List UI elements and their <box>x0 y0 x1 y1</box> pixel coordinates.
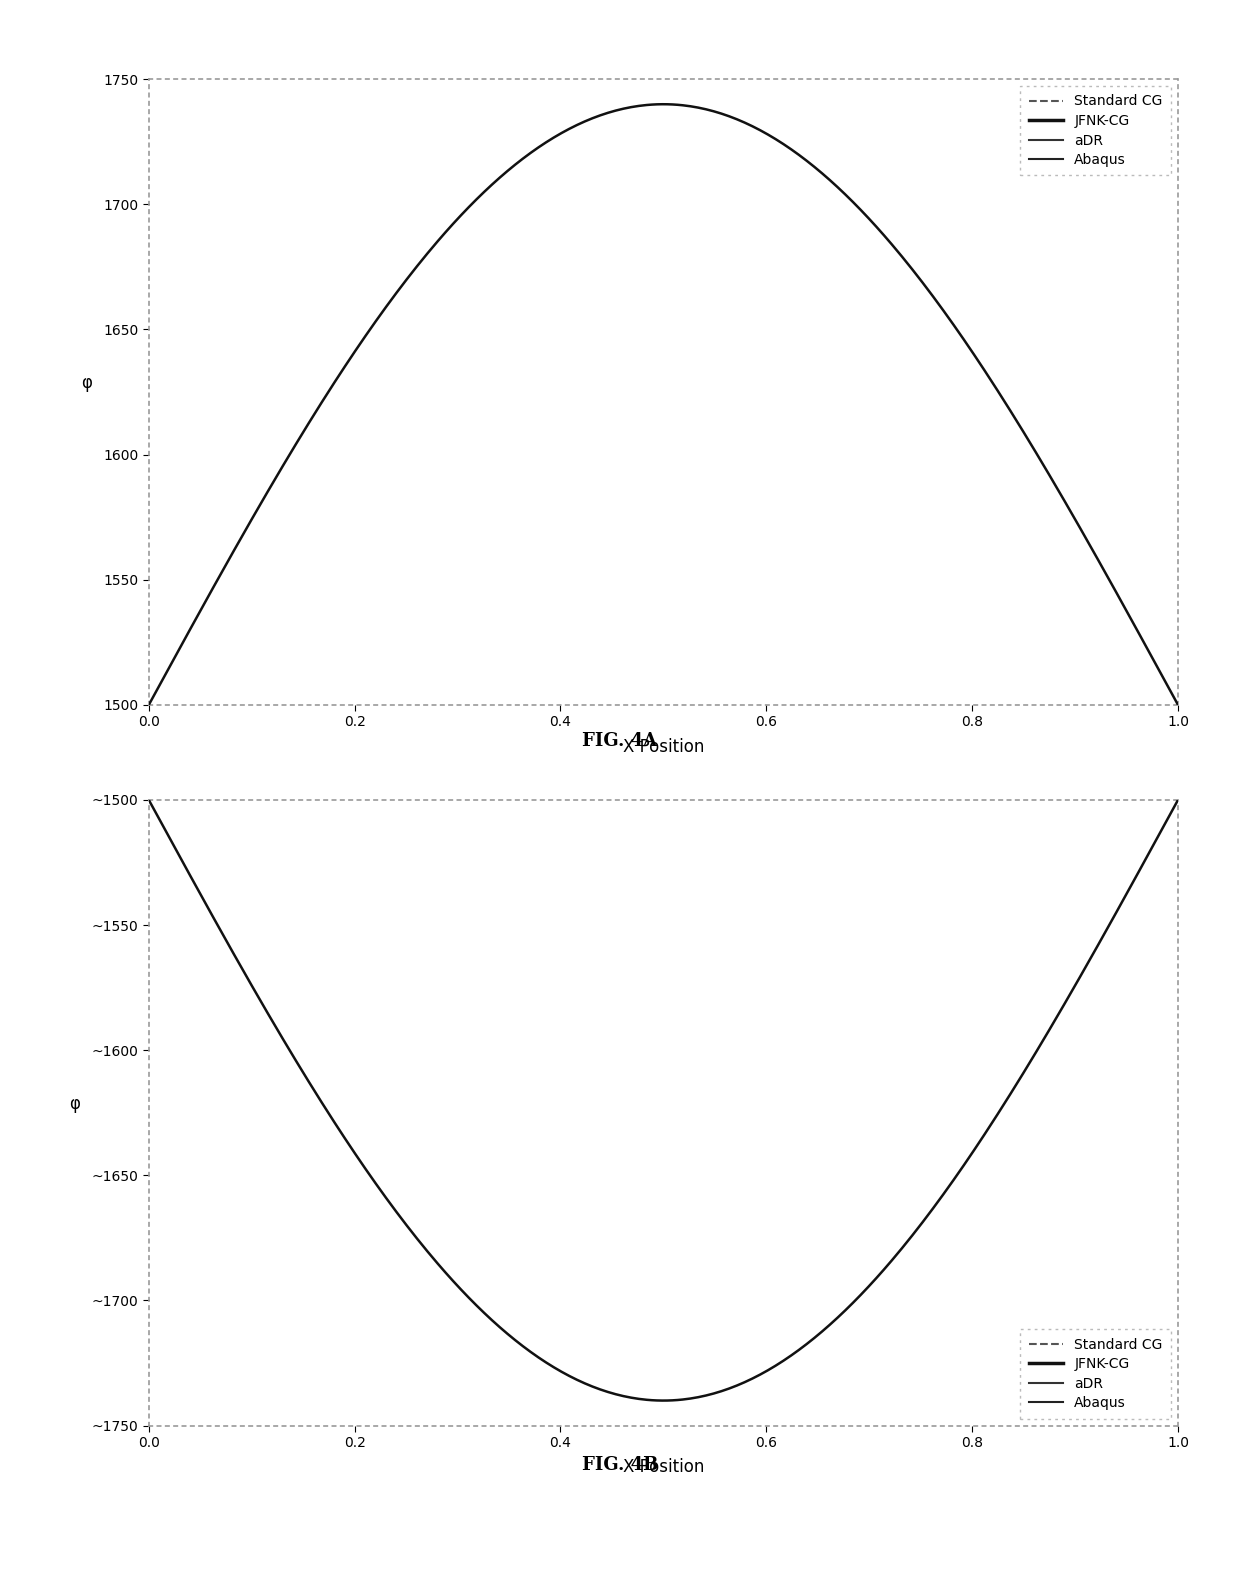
Text: FIG. 4A: FIG. 4A <box>583 732 657 751</box>
Text: FIG. 4B: FIG. 4B <box>582 1456 658 1475</box>
Y-axis label: φ: φ <box>69 1095 81 1112</box>
Legend: Standard CG, JFNK-CG, aDR, Abaqus: Standard CG, JFNK-CG, aDR, Abaqus <box>1021 86 1171 176</box>
X-axis label: X Position: X Position <box>622 738 704 756</box>
X-axis label: X Position: X Position <box>622 1459 704 1476</box>
Y-axis label: φ: φ <box>81 374 92 391</box>
Legend: Standard CG, JFNK-CG, aDR, Abaqus: Standard CG, JFNK-CG, aDR, Abaqus <box>1021 1329 1171 1419</box>
